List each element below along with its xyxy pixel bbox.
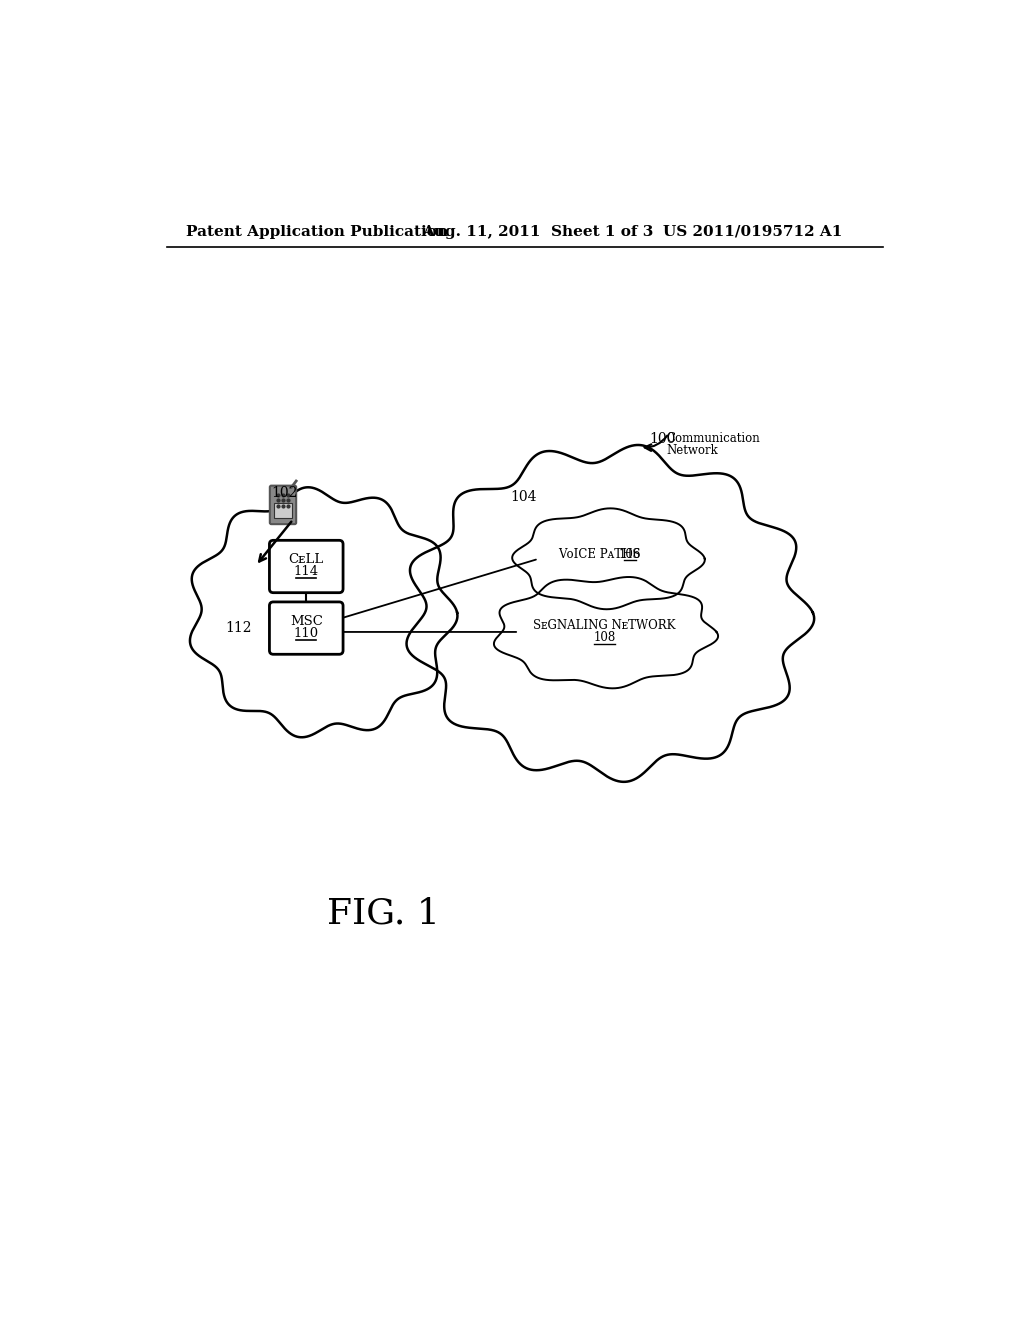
FancyBboxPatch shape [270, 486, 296, 524]
Text: Patent Application Publication: Patent Application Publication [186, 224, 449, 239]
FancyBboxPatch shape [269, 540, 343, 593]
Text: 100: 100 [649, 433, 676, 446]
Text: US 2011/0195712 A1: US 2011/0195712 A1 [663, 224, 842, 239]
FancyBboxPatch shape [269, 602, 343, 655]
Text: CᴇLL: CᴇLL [289, 553, 324, 566]
Text: 106: 106 [620, 548, 641, 561]
Text: VᴏICE PᴀTHS: VᴏICE PᴀTHS [558, 548, 640, 561]
Polygon shape [494, 577, 718, 688]
Polygon shape [407, 445, 814, 781]
Polygon shape [189, 487, 458, 738]
Text: 114: 114 [294, 565, 318, 578]
Text: MSC: MSC [290, 615, 323, 628]
Text: FIG. 1: FIG. 1 [328, 896, 440, 931]
Text: SᴇGNALING NᴇTWORK: SᴇGNALING NᴇTWORK [534, 619, 676, 632]
Text: Network: Network [667, 444, 719, 457]
Text: 104: 104 [510, 490, 537, 504]
Text: Aug. 11, 2011  Sheet 1 of 3: Aug. 11, 2011 Sheet 1 of 3 [423, 224, 654, 239]
Text: Communication: Communication [667, 432, 761, 445]
Text: 110: 110 [294, 627, 318, 640]
Text: 112: 112 [225, 622, 251, 635]
FancyBboxPatch shape [274, 503, 292, 517]
Text: 108: 108 [594, 631, 615, 644]
Text: 102: 102 [271, 486, 298, 500]
Polygon shape [512, 508, 705, 610]
